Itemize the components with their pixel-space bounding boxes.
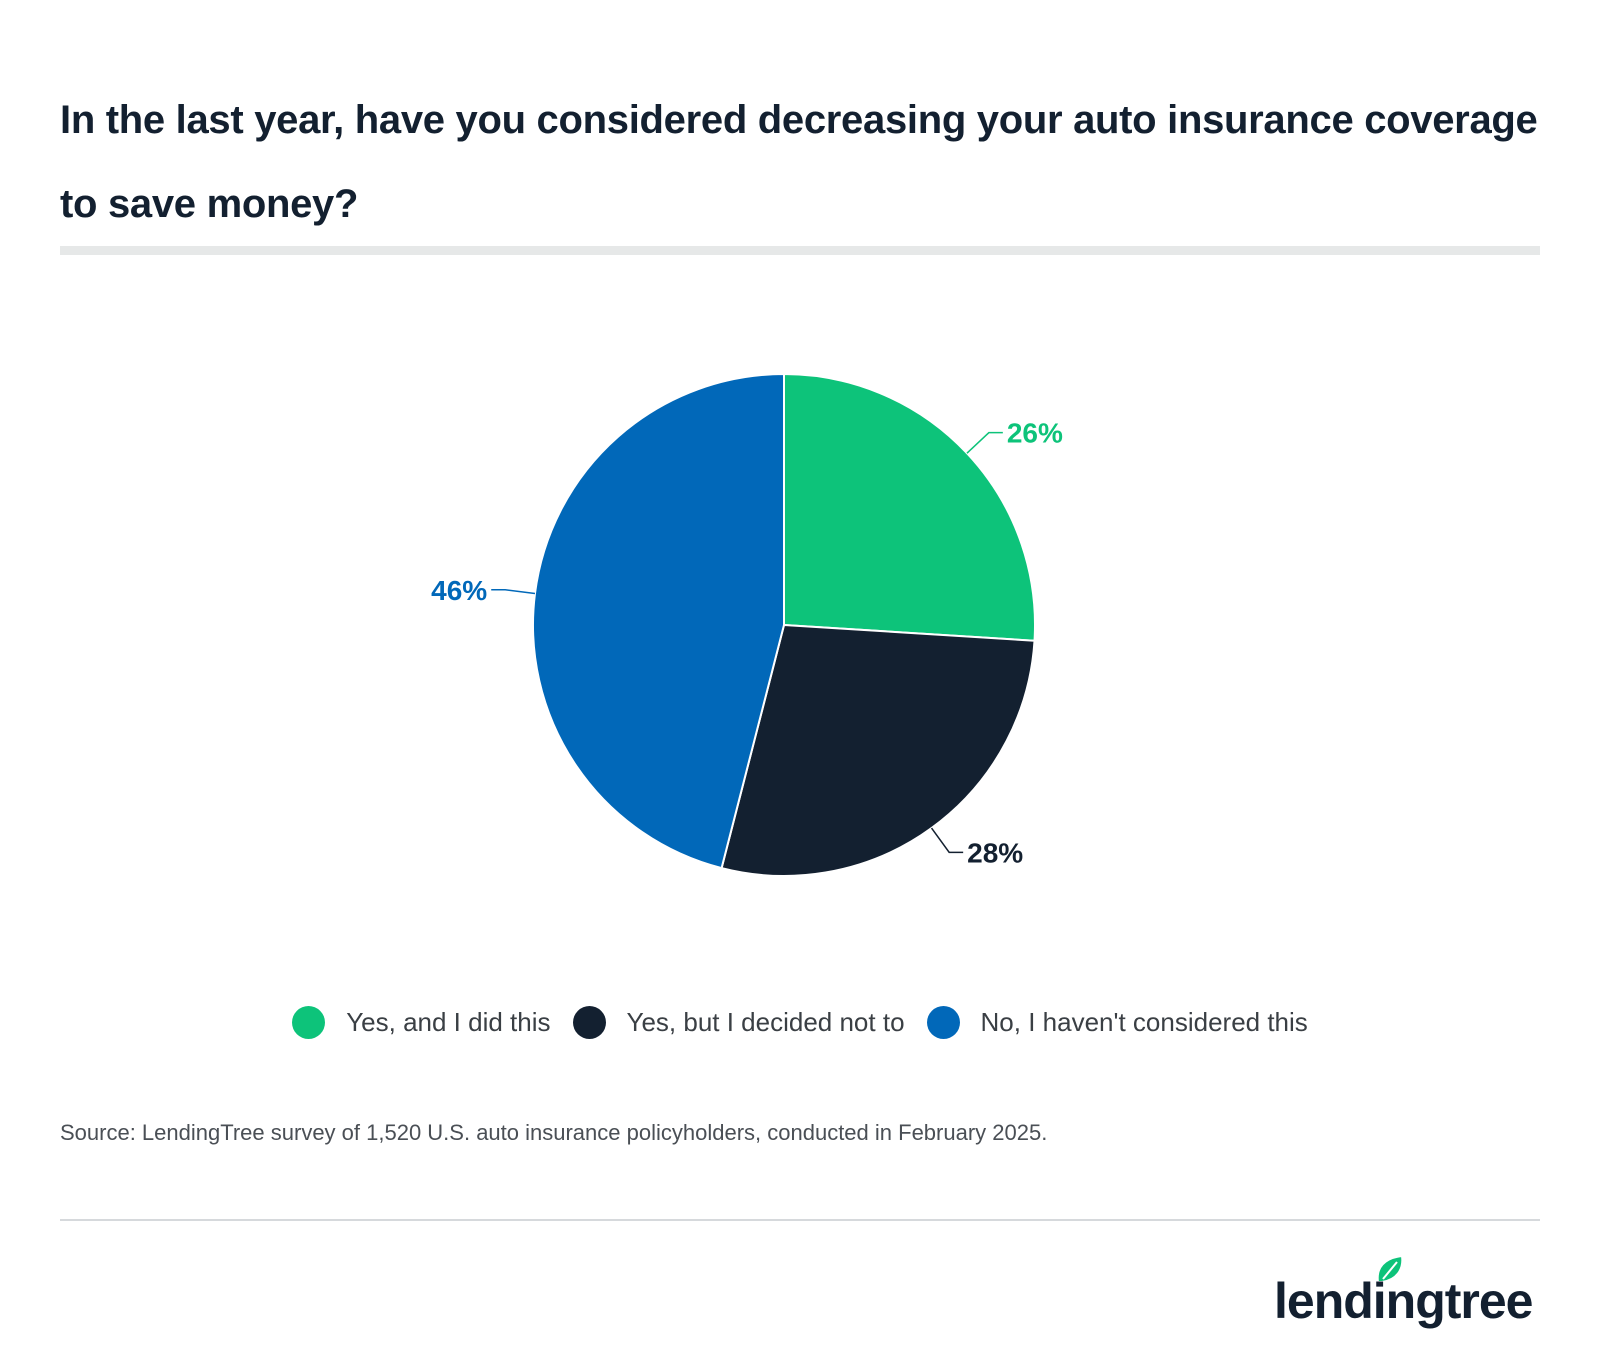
pie-slice-yes-not (720, 623, 1036, 877)
legend-swatch-yes-did (292, 1006, 326, 1039)
footer-divider (60, 1219, 1540, 1221)
legend-swatch-yes-not (572, 1006, 606, 1039)
legend-item-yes-did: Yes, and I did this (292, 1006, 551, 1039)
logo-wordmark: lendingtree (1274, 1273, 1533, 1329)
leaf-icon (1376, 1254, 1404, 1283)
data-label-no: 46% (431, 575, 487, 606)
pie-slice-yes-did (783, 372, 1036, 642)
legend-label-yes-did: Yes, and I did this (346, 1007, 551, 1037)
data-label-yes-did: 26% (1007, 418, 1063, 449)
pie-slice-no (532, 372, 785, 870)
legend-label-yes-not: Yes, but I decided not to (626, 1007, 905, 1037)
leader-line-yes-not (930, 827, 964, 854)
leader-line-yes-did (966, 431, 1003, 454)
chart-title: In the last year, have you considered de… (60, 98, 1538, 226)
source-note: Source: LendingTree survey of 1,520 U.S.… (60, 1120, 1048, 1145)
pie-chart: 26% 28% 46% (431, 372, 1063, 877)
legend-item-no: No, I haven't considered this (926, 1006, 1308, 1039)
leader-line-no (491, 589, 536, 595)
legend-swatch-no (926, 1006, 960, 1039)
lendingtree-logo: lendingtree (1274, 1254, 1534, 1329)
title-divider (60, 246, 1540, 255)
legend-label-no: No, I haven't considered this (980, 1007, 1308, 1037)
chart-legend: Yes, and I did this Yes, but I decided n… (0, 1006, 1600, 1039)
data-label-yes-not: 28% (967, 837, 1023, 868)
legend-item-yes-not: Yes, but I decided not to (572, 1006, 905, 1039)
